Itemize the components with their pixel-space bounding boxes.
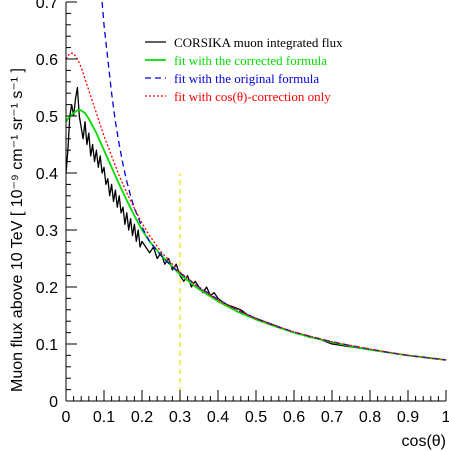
series-line-1	[65, 86, 447, 361]
legend-label-1: CORSIKA muon integrated flux	[174, 35, 343, 50]
x-tick-label: 0.7	[321, 409, 343, 426]
y-tick-label: 0.6	[36, 52, 58, 69]
x-tick-label: 0.5	[245, 409, 267, 426]
series-line-4	[65, 52, 447, 361]
y-tick-label: 0.7	[36, 0, 58, 12]
y-tick-label: 0.4	[36, 166, 58, 183]
y-tick-label: 0.3	[36, 223, 58, 240]
series-layer	[65, 1, 447, 361]
x-tick-label: 0.9	[397, 409, 419, 426]
y-tick-label: 0.1	[36, 337, 58, 354]
legend-label-4: fit with cos(θ)-correction only	[174, 89, 331, 104]
x-tick-label: 0.8	[359, 409, 381, 426]
series-line-3	[101, 1, 447, 361]
x-tick-label: 0.3	[169, 409, 191, 426]
legend: CORSIKA muon integrated flux fit with the…	[145, 35, 343, 104]
legend-label-3: fit with the original formula	[174, 71, 319, 86]
y-tick-label: 0.5	[36, 109, 58, 126]
x-axis-label: cos(θ)	[402, 433, 446, 450]
x-tick-label: 0.1	[93, 409, 115, 426]
x-tick-label: 0.4	[207, 409, 229, 426]
ticks-layer: 0 0.1 0.2 0.3 0.4 0.5 0.6 0.7 0.8 0.9 1 0 0.1 0.2 0.3 0…	[36, 0, 449, 426]
legend-label-2: fit with the corrected formula	[174, 53, 327, 68]
x-tick-label: 0	[62, 409, 71, 426]
y-tick-label: 0	[49, 394, 58, 411]
x-tick-label: 0.2	[131, 409, 153, 426]
x-tick-label: 1	[442, 409, 449, 426]
x-tick-label: 0.6	[283, 409, 305, 426]
y-tick-label: 0.2	[36, 280, 58, 297]
y-axis-label: Muon flux above 10 TeV [ 10⁻⁹ cm⁻¹ sr⁻¹ …	[9, 68, 26, 392]
